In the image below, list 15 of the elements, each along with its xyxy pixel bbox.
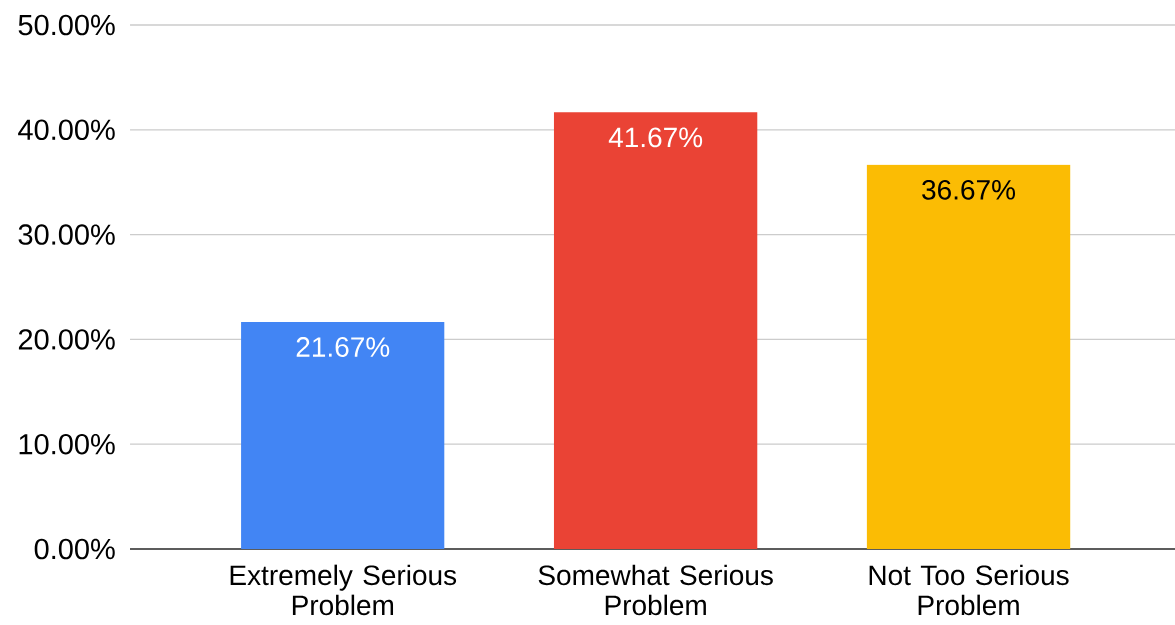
y-tick-label: 50.00% [18,14,115,36]
bar [866,164,1071,549]
y-tick-label: 40.00% [18,119,115,141]
data-label: 21.67% [296,337,390,357]
y-tick-label: 0.00% [34,538,115,560]
y-tick-label: 20.00% [18,329,115,350]
bar [241,321,445,549]
y-tick-label: 30.00% [18,224,115,245]
x-tick-label: Not Too Serious Problem [869,564,1069,616]
bar [553,112,758,549]
data-label: 36.67% [922,179,1016,200]
y-tick-label: 10.00% [19,433,115,455]
x-tick-label: Extremely Serious Problem [230,564,457,616]
x-tick-label: Somewhat Serious Problem [538,564,773,616]
data-label: 41.67% [608,127,703,148]
